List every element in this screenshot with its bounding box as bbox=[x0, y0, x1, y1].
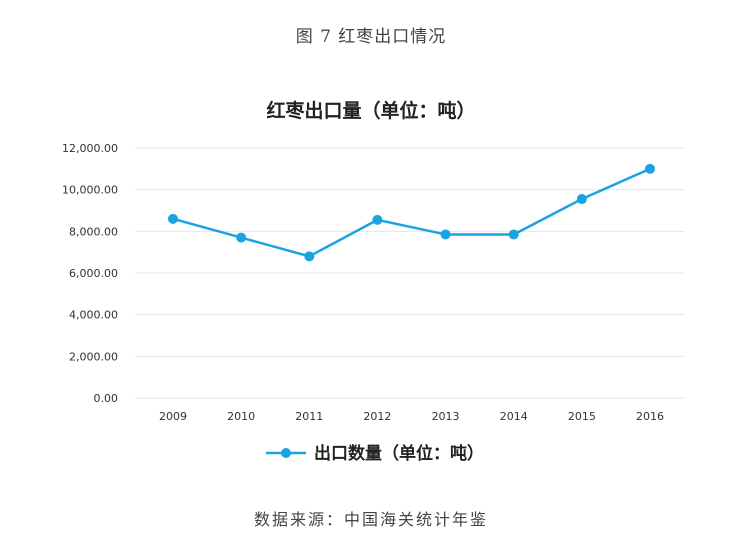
x-axis-ticks: 2009 2010 2011 2012 2013 2014 2015 2016 bbox=[159, 410, 664, 423]
legend-label: 出口数量（单位：吨） bbox=[314, 443, 484, 464]
y-tick-label: 10,000.00 bbox=[62, 184, 118, 197]
series-line bbox=[172, 167, 651, 258]
data-point bbox=[576, 194, 587, 205]
x-tick-label: 2013 bbox=[432, 410, 460, 423]
legend: 出口数量（单位：吨） bbox=[266, 443, 484, 464]
gridlines bbox=[135, 147, 685, 399]
source-note: 数据来源：中国海关统计年鉴 bbox=[253, 510, 488, 529]
series-layer bbox=[168, 163, 655, 262]
x-tick-label: 2009 bbox=[159, 410, 187, 423]
legend-point-marker bbox=[281, 448, 291, 458]
data-point bbox=[304, 251, 315, 262]
data-point bbox=[236, 232, 247, 243]
chart-title: 红枣出口量（单位：吨） bbox=[266, 100, 476, 122]
x-tick-label: 2016 bbox=[636, 410, 664, 423]
x-tick-label: 2015 bbox=[568, 410, 596, 423]
y-tick-label: 12,000.00 bbox=[62, 142, 118, 155]
y-tick-label: 4,000.00 bbox=[69, 309, 118, 322]
data-point bbox=[168, 213, 178, 224]
y-tick-label: 0.00 bbox=[94, 392, 119, 405]
data-point bbox=[508, 229, 519, 240]
data-point bbox=[645, 163, 655, 174]
data-point bbox=[440, 229, 451, 240]
x-tick-label: 2014 bbox=[500, 410, 528, 423]
figure-caption: 图 7 红枣出口情况 bbox=[295, 27, 447, 47]
y-tick-label: 6,000.00 bbox=[69, 267, 118, 280]
y-tick-label: 8,000.00 bbox=[69, 225, 118, 238]
data-point bbox=[372, 214, 383, 225]
x-tick-label: 2012 bbox=[363, 410, 391, 423]
y-axis-ticks: 0.00 2,000.00 4,000.00 6,000.00 8,000.00 10,0… bbox=[62, 142, 118, 405]
x-tick-label: 2011 bbox=[295, 410, 323, 423]
x-tick-label: 2010 bbox=[227, 410, 255, 423]
y-tick-label: 2,000.00 bbox=[69, 350, 118, 363]
